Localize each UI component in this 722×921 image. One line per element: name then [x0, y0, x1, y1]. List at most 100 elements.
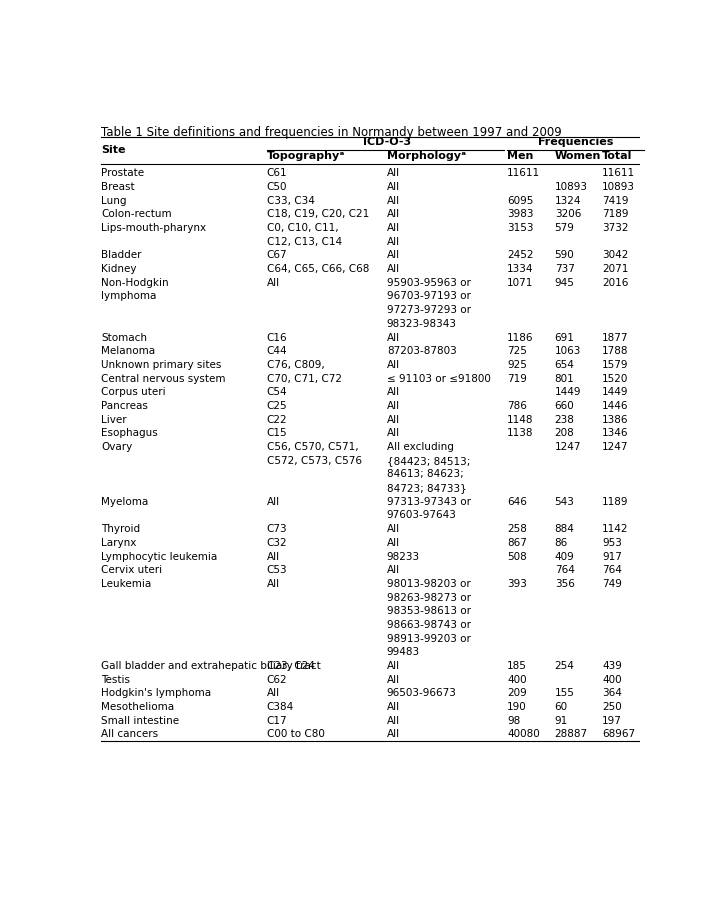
Text: 98233: 98233: [387, 552, 420, 562]
Text: 1063: 1063: [554, 346, 581, 356]
Text: C25: C25: [266, 401, 287, 411]
Text: 1324: 1324: [554, 195, 581, 205]
Text: 1877: 1877: [602, 332, 629, 343]
Text: 917: 917: [602, 552, 622, 562]
Text: 185: 185: [507, 661, 527, 671]
Text: All: All: [387, 661, 400, 671]
Text: C50: C50: [266, 182, 287, 192]
Text: Corpus uteri: Corpus uteri: [101, 387, 166, 397]
Text: Lymphocytic leukemia: Lymphocytic leukemia: [101, 552, 218, 562]
Text: C15: C15: [266, 428, 287, 438]
Text: Thyroid: Thyroid: [101, 524, 141, 534]
Text: Hodgkin's lymphoma: Hodgkin's lymphoma: [101, 688, 212, 698]
Text: C70, C71, C72: C70, C71, C72: [266, 374, 342, 383]
Text: 590: 590: [554, 251, 575, 261]
Text: C56, C570, C571,: C56, C570, C571,: [266, 442, 358, 452]
Text: 190: 190: [507, 702, 527, 712]
Text: 3983: 3983: [507, 209, 534, 219]
Text: C22: C22: [266, 414, 287, 425]
Text: 28887: 28887: [554, 729, 588, 740]
Text: Leukemia: Leukemia: [101, 579, 152, 589]
Text: 98353-98613 or: 98353-98613 or: [387, 606, 471, 616]
Text: All: All: [387, 702, 400, 712]
Text: Bladder: Bladder: [101, 251, 142, 261]
Text: All: All: [387, 169, 400, 179]
Text: C44: C44: [266, 346, 287, 356]
Text: 749: 749: [602, 579, 622, 589]
Text: C33, C34: C33, C34: [266, 195, 314, 205]
Text: 737: 737: [554, 264, 575, 274]
Text: 3042: 3042: [602, 251, 629, 261]
Text: Pancreas: Pancreas: [101, 401, 148, 411]
Text: 1247: 1247: [554, 442, 581, 452]
Text: 764: 764: [602, 565, 622, 576]
Text: Small intestine: Small intestine: [101, 716, 180, 726]
Text: C76, C809,: C76, C809,: [266, 360, 324, 370]
Text: 1148: 1148: [507, 414, 534, 425]
Text: Myeloma: Myeloma: [101, 496, 149, 507]
Text: 238: 238: [554, 414, 575, 425]
Text: All: All: [387, 182, 400, 192]
Text: 786: 786: [507, 401, 527, 411]
Text: 1334: 1334: [507, 264, 534, 274]
Text: 725: 725: [507, 346, 527, 356]
Text: All: All: [387, 524, 400, 534]
Text: C23, C24: C23, C24: [266, 661, 314, 671]
Text: C17: C17: [266, 716, 287, 726]
Text: 3206: 3206: [554, 209, 581, 219]
Text: Testis: Testis: [101, 675, 131, 684]
Text: All: All: [387, 237, 400, 247]
Text: Breast: Breast: [101, 182, 135, 192]
Text: 155: 155: [554, 688, 575, 698]
Text: All: All: [387, 565, 400, 576]
Text: 84613; 84623;: 84613; 84623;: [387, 470, 464, 480]
Text: Central nervous system: Central nervous system: [101, 374, 226, 383]
Text: 1520: 1520: [602, 374, 629, 383]
Text: 86: 86: [554, 538, 568, 548]
Text: Lips-mouth-pharynx: Lips-mouth-pharynx: [101, 223, 206, 233]
Text: 197: 197: [602, 716, 622, 726]
Text: All: All: [387, 332, 400, 343]
Text: 98323-98343: 98323-98343: [387, 319, 457, 329]
Text: 98: 98: [507, 716, 521, 726]
Text: All: All: [387, 414, 400, 425]
Text: Morphologyᵃ: Morphologyᵃ: [387, 151, 466, 161]
Text: 867: 867: [507, 538, 527, 548]
Text: 95903-95963 or: 95903-95963 or: [387, 278, 471, 287]
Text: Colon-rectum: Colon-rectum: [101, 209, 172, 219]
Text: 691: 691: [554, 332, 575, 343]
Text: 2452: 2452: [507, 251, 534, 261]
Text: All: All: [387, 729, 400, 740]
Text: 91: 91: [554, 716, 568, 726]
Text: 87203-87803: 87203-87803: [387, 346, 456, 356]
Text: 884: 884: [554, 524, 575, 534]
Text: 97273-97293 or: 97273-97293 or: [387, 305, 471, 315]
Text: 1071: 1071: [507, 278, 534, 287]
Text: All: All: [387, 428, 400, 438]
Text: 1142: 1142: [602, 524, 629, 534]
Text: All: All: [387, 209, 400, 219]
Text: C18, C19, C20, C21: C18, C19, C20, C21: [266, 209, 369, 219]
Text: 6095: 6095: [507, 195, 534, 205]
Text: 10893: 10893: [602, 182, 635, 192]
Text: 1386: 1386: [602, 414, 629, 425]
Text: Lung: Lung: [101, 195, 127, 205]
Text: All: All: [387, 716, 400, 726]
Text: C0, C10, C11,: C0, C10, C11,: [266, 223, 338, 233]
Text: All: All: [266, 579, 279, 589]
Text: 3153: 3153: [507, 223, 534, 233]
Text: Frequencies: Frequencies: [538, 137, 614, 147]
Text: 97603-97643: 97603-97643: [387, 510, 457, 520]
Text: All: All: [266, 278, 279, 287]
Text: 400: 400: [602, 675, 622, 684]
Text: All: All: [387, 223, 400, 233]
Text: 1247: 1247: [602, 442, 629, 452]
Text: All: All: [387, 251, 400, 261]
Text: 400: 400: [507, 675, 527, 684]
Text: 99483: 99483: [387, 647, 420, 658]
Text: 364: 364: [602, 688, 622, 698]
Text: All: All: [387, 360, 400, 370]
Text: 3732: 3732: [602, 223, 629, 233]
Text: Non-Hodgkin: Non-Hodgkin: [101, 278, 169, 287]
Text: 579: 579: [554, 223, 575, 233]
